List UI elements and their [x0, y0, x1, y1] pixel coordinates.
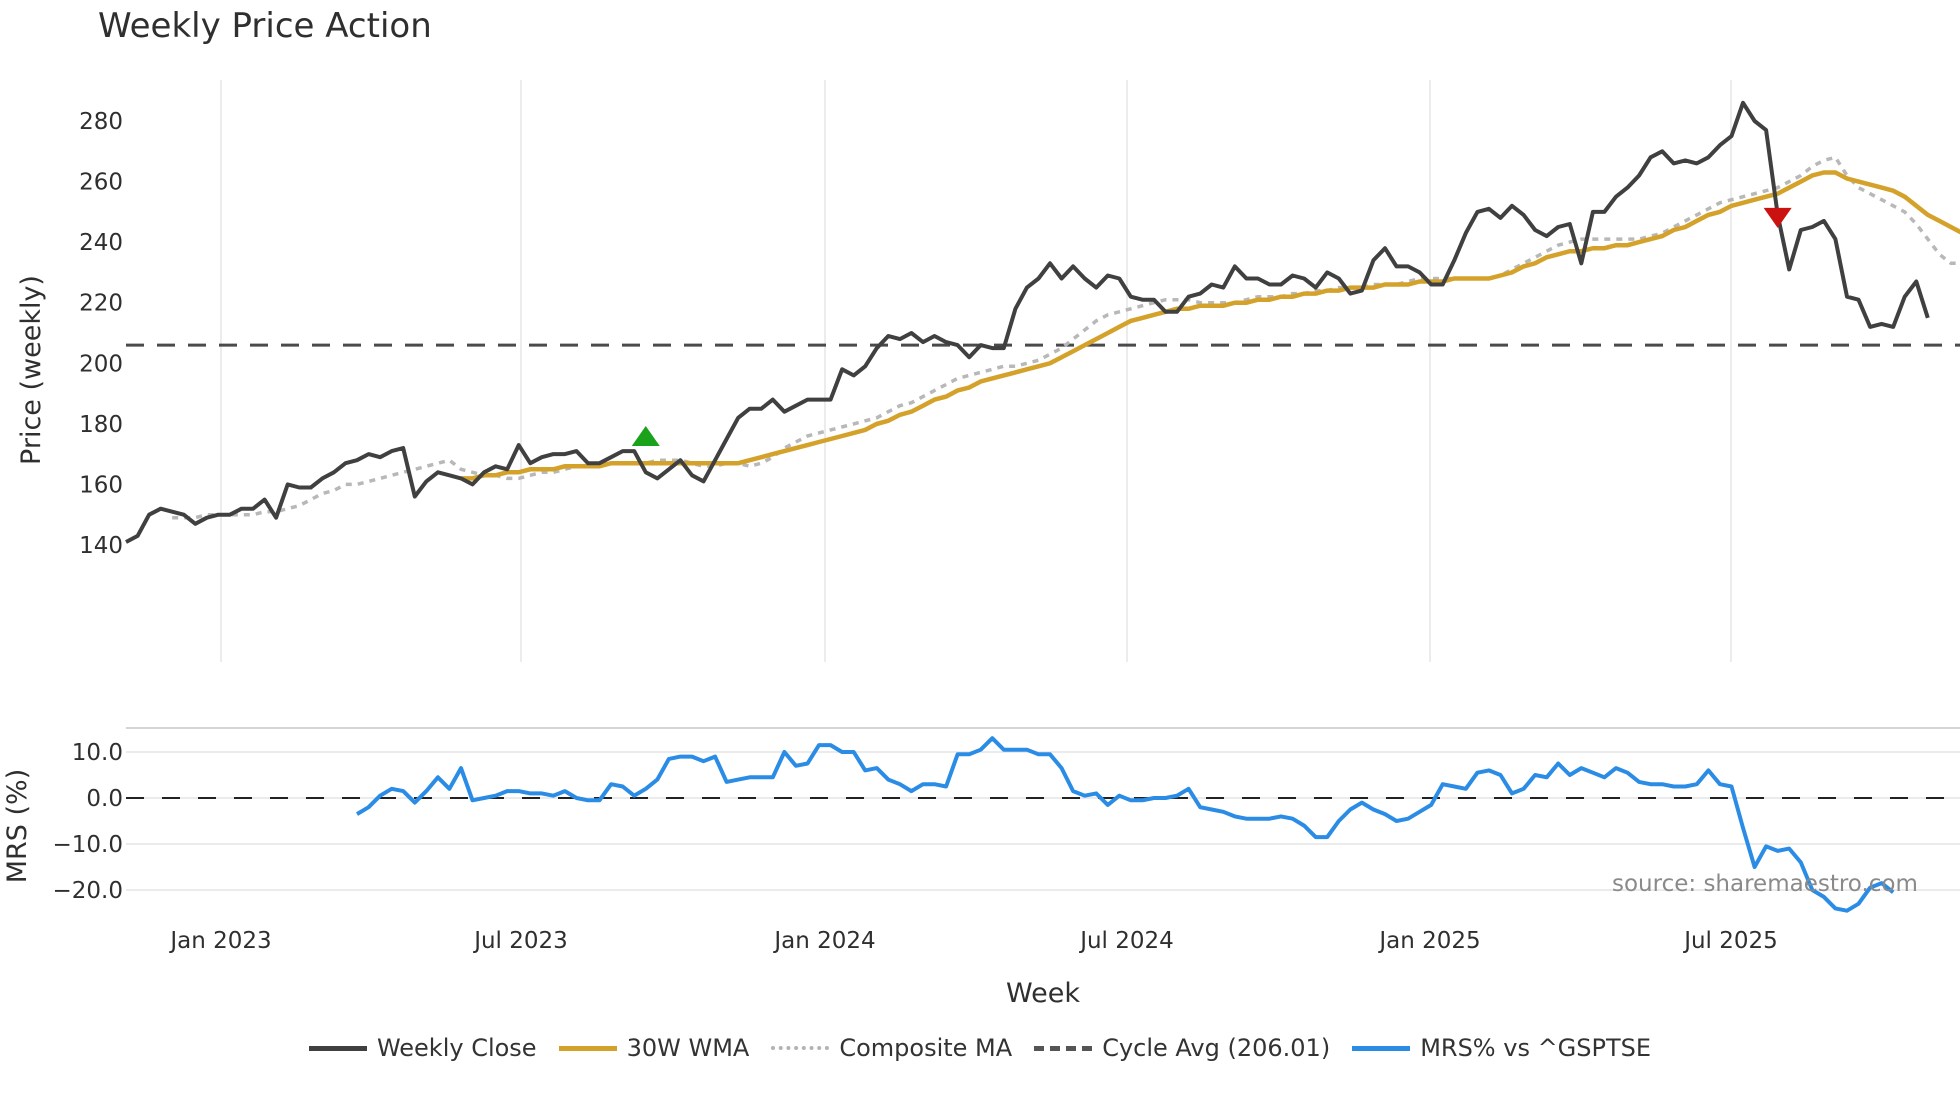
legend: Weekly Close 30W WMA Composite MA Cycle Avg… [0, 1034, 1960, 1062]
mrs-y-tick-label: 0.0 [86, 786, 123, 812]
x-tick-label: Jul 2023 [472, 928, 568, 954]
x-tick-label: Jan 2023 [168, 928, 271, 954]
legend-label: Composite MA [839, 1034, 1013, 1062]
x-axis-ticks: Jan 2023 Jul 2023 Jan 2024 Jul 2024 Jan 2025… [168, 928, 1777, 954]
legend-swatch-icon [1352, 1045, 1411, 1051]
price-y-tick-label: 140 [79, 533, 123, 559]
mrs-y-tick-label: 10.0 [72, 740, 123, 766]
price-y-tick-label: 240 [79, 230, 123, 256]
buy-signal-triangle-icon [631, 425, 660, 446]
price-y-tick-label: 280 [79, 109, 123, 135]
wma-30w-line [461, 170, 1960, 481]
legend-item[interactable]: Composite MA [771, 1034, 1012, 1062]
legend-label: 30W WMA [626, 1034, 750, 1062]
price-y-tick-label: 200 [79, 351, 123, 377]
price-y-ticks: 140 160 180 200 220 240 260 280 [79, 109, 123, 559]
mrs-line [355, 736, 1895, 913]
legend-item[interactable]: MRS% vs ^GSPTSE [1352, 1034, 1651, 1062]
sell-signal-triangle-icon [1763, 207, 1792, 228]
x-axis-label: Week [1006, 978, 1080, 1009]
x-tick-label: Jul 2025 [1682, 928, 1778, 954]
legend-item[interactable]: 30W WMA [558, 1034, 750, 1062]
legend-label: MRS% vs ^GSPTSE [1420, 1034, 1652, 1062]
legend-label: Weekly Close [376, 1034, 537, 1062]
price-y-tick-label: 160 [79, 472, 123, 498]
price-y-axis-label: Price (weekly) [16, 275, 47, 465]
legend-item[interactable]: Weekly Close [308, 1034, 537, 1062]
legend-swatch-icon [1034, 1045, 1093, 1051]
x-tick-label: Jul 2024 [1078, 928, 1174, 954]
composite-ma-line [172, 155, 1960, 520]
price-y-tick-label: 260 [79, 170, 123, 196]
legend-swatch-icon [558, 1045, 617, 1051]
vertical-gridlines [220, 80, 1732, 662]
price-y-tick-label: 180 [79, 412, 123, 438]
x-tick-label: Jan 2025 [1377, 928, 1480, 954]
legend-swatch-icon [308, 1045, 367, 1051]
legend-item[interactable]: Cycle Avg (206.01) [1034, 1034, 1330, 1062]
weekly-close-line [125, 100, 1930, 544]
legend-label: Cycle Avg (206.01) [1102, 1034, 1331, 1062]
price-y-tick-label: 220 [79, 291, 123, 317]
mrs-y-axis-label: MRS (%) [2, 769, 33, 884]
source-watermark: source: sharemaestro.com [1612, 871, 1918, 897]
mrs-y-tick-label: −10.0 [53, 832, 123, 858]
x-tick-label: Jan 2024 [772, 928, 875, 954]
chart-title: Weekly Price Action [98, 6, 432, 46]
mrs-y-tick-label: −20.0 [53, 878, 123, 904]
legend-swatch-icon [771, 1046, 830, 1050]
